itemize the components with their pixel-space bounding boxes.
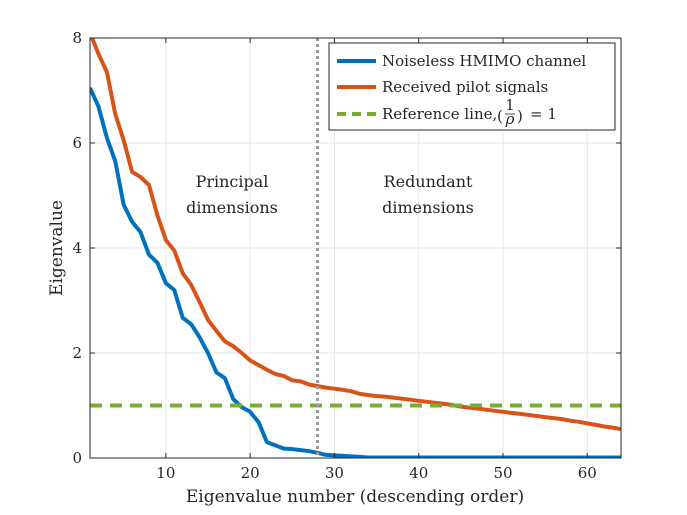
x-tick-label: 20 [241, 464, 260, 482]
legend-entry-received: Received pilot signals [382, 78, 548, 96]
x-tick-label: 50 [493, 464, 512, 482]
legend-entry-reference-suffix: = 1 [530, 105, 557, 123]
legend-box [328, 42, 616, 131]
annotation-principal-line1: Principal [196, 172, 269, 191]
annotation-redundant-line2: dimensions [382, 198, 474, 217]
legend-entry-noiseless: Noiseless HMIMO channel [382, 52, 586, 70]
x-axis-label: Eigenvalue number (descending order) [186, 487, 524, 507]
y-tick-label: 4 [72, 239, 82, 257]
y-tick-label: 0 [72, 449, 82, 467]
legend: Noiseless HMIMO channel Received pilot s… [328, 42, 616, 131]
annotation-principal-line2: dimensions [186, 198, 278, 217]
legend-paren-close: ) [517, 107, 523, 125]
x-tick-label: 30 [325, 464, 344, 482]
annotation-redundant-line1: Redundant [384, 172, 473, 191]
legend-paren-open: ( [497, 107, 503, 125]
x-tick-label: 10 [156, 464, 175, 482]
y-tick-label: 2 [72, 344, 82, 362]
y-axis-label: Eigenvalue [47, 200, 67, 296]
series-received-line [90, 38, 621, 432]
ticks: 10 20 30 40 50 60 0 2 4 6 8 [72, 29, 621, 482]
x-tick-label: 60 [578, 464, 597, 482]
legend-frac-den: ρ [505, 110, 515, 128]
legend-entry-reference-prefix: Reference line, [382, 105, 497, 123]
x-tick-label: 40 [409, 464, 428, 482]
legend-frac-num: 1 [505, 96, 515, 114]
y-tick-label: 8 [72, 29, 82, 47]
y-tick-label: 6 [72, 134, 82, 152]
